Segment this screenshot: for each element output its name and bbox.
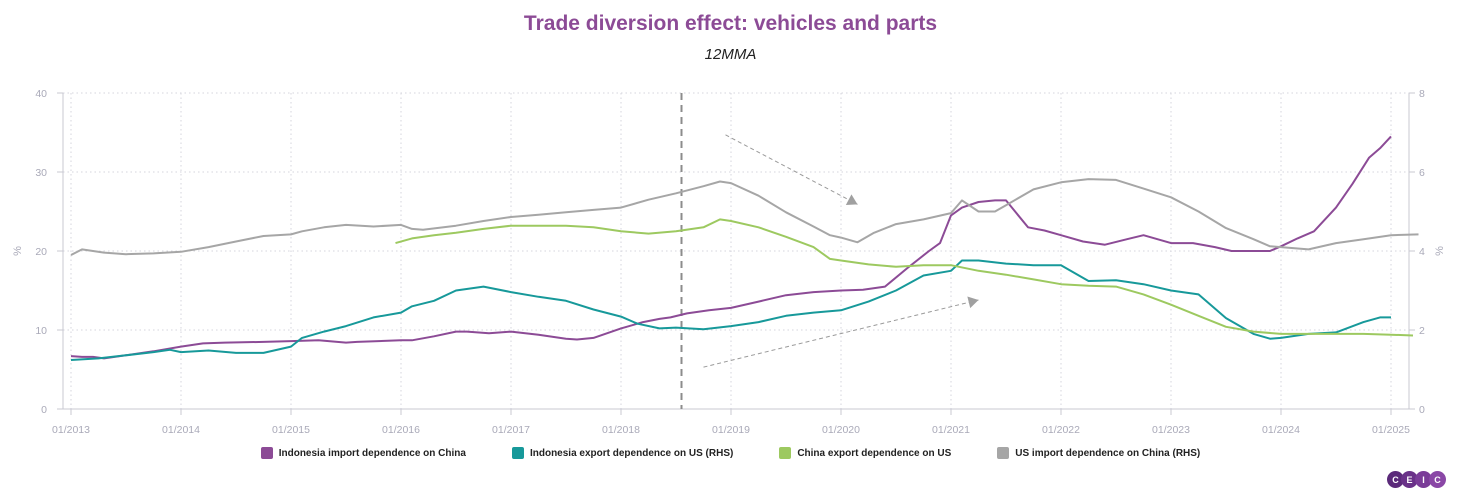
y-tick-label-right: 0 (1419, 404, 1425, 416)
legend: Indonesia import dependence on China Ind… (0, 447, 1461, 459)
y-tick-label-left: 20 (35, 246, 47, 258)
chart-title: Trade diversion effect: vehicles and par… (523, 12, 938, 35)
x-tick-label: 01/2023 (1152, 424, 1190, 436)
legend-item-us-import[interactable]: US import dependence on China (RHS) (997, 447, 1200, 459)
logo-letter: I (1415, 471, 1432, 488)
y-tick-label-right: 4 (1419, 246, 1425, 258)
x-tick-label: 01/2017 (492, 424, 530, 436)
annotation-arrow-line (725, 134, 858, 205)
x-tick-label: 01/2014 (162, 424, 200, 436)
legend-label: Indonesia export dependence on US (RHS) (529, 447, 734, 459)
x-tick-label: 01/2019 (712, 424, 750, 436)
legend-label: Indonesia import dependence on China (278, 447, 466, 459)
legend-item-indonesia-import[interactable]: Indonesia import dependence on China (260, 447, 466, 459)
ceic-logo: C E I C (1387, 471, 1446, 488)
chart-subtitle: 12MMA (704, 46, 757, 63)
y-tick-label-left: 30 (35, 167, 47, 179)
series-line-1 (70, 135, 1392, 360)
x-tick-label: 01/2020 (822, 424, 860, 436)
y-tick-label-right: 8 (1419, 88, 1425, 100)
y-axis-title-left: % (12, 246, 24, 256)
series-line-4 (70, 178, 1419, 256)
x-tick-label: 01/2018 (602, 424, 640, 436)
x-tick-label: 01/2021 (932, 424, 970, 436)
annotation-arrow-head (967, 296, 979, 309)
annotation-arrow-line (703, 299, 979, 368)
x-tick-label: 01/2015 (272, 424, 310, 436)
x-tick-label: 01/2024 (1262, 424, 1300, 436)
y-tick-label-left: 40 (35, 88, 47, 100)
legend-swatch (779, 447, 792, 459)
legend-label: US import dependence on China (RHS) (1015, 447, 1201, 459)
y-tick-label-right: 2 (1419, 325, 1425, 337)
chart-area: 0 10 20 30 40 0 2 4 6 8 01/2013 01/2014 01/2015 01/20… (12, 88, 1446, 436)
x-tick-label: 01/2016 (382, 424, 420, 436)
legend-swatch (997, 447, 1010, 459)
y-tick-label-right: 6 (1419, 167, 1425, 179)
logo-letter: C (1429, 471, 1446, 488)
legend-label: China export dependence on US (797, 447, 952, 459)
series-line-2 (70, 259, 1391, 361)
x-tick-label: 01/2013 (52, 424, 90, 436)
logo-letter: E (1401, 471, 1418, 488)
legend-swatch (260, 447, 273, 459)
legend-item-china-export[interactable]: China export dependence on US (779, 447, 951, 459)
y-tick-label-left: 10 (35, 325, 47, 337)
y-axis-title-right: % (1434, 246, 1446, 256)
legend-swatch (511, 447, 524, 459)
y-tick-label-left: 0 (41, 404, 47, 416)
series-line-3 (395, 218, 1414, 337)
x-tick-label: 01/2025 (1372, 424, 1410, 436)
x-tick-label: 01/2022 (1042, 424, 1080, 436)
legend-item-indonesia-export[interactable]: Indonesia export dependence on US (RHS) (511, 447, 734, 459)
annotation-arrow-head (845, 194, 858, 206)
logo-letter: C (1387, 471, 1404, 488)
